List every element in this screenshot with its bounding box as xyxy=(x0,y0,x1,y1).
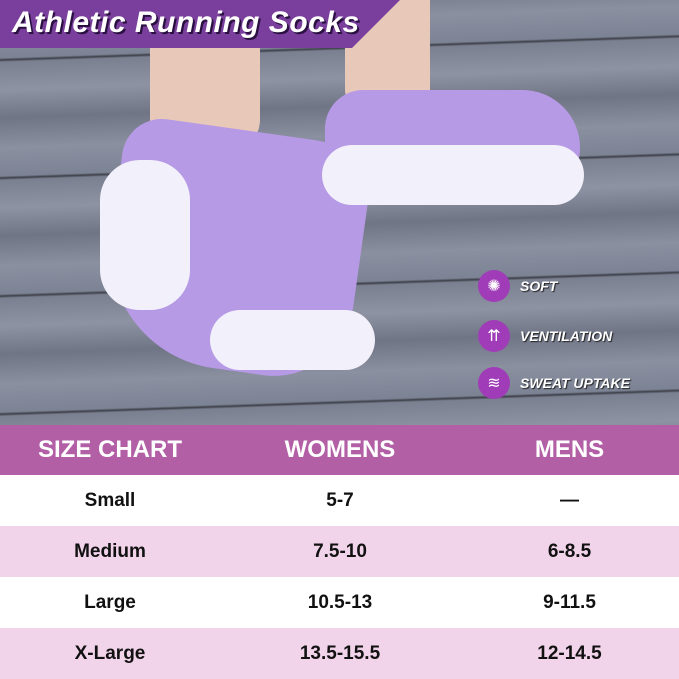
product-photo: Athletic Running Socks ✺ SOFT ⇈ VENTILATIO… xyxy=(0,0,679,425)
table-header: SIZE CHART WOMENS MENS xyxy=(0,425,679,475)
womens-cell: 13.5-15.5 xyxy=(299,642,381,664)
womens-cell: 10.5-13 xyxy=(307,591,373,613)
table-row: Small 5-7 — xyxy=(0,475,679,526)
size-chart-table: SIZE CHART WOMENS MENS Small 5-7 — Mediu… xyxy=(0,425,679,679)
header-mens: MENS xyxy=(534,436,605,463)
feature-ventilation: ⇈ VENTILATION xyxy=(478,320,612,352)
feature-label: VENTILATION xyxy=(520,328,613,344)
size-cell: Medium xyxy=(74,540,146,562)
table-row: X-Large 13.5-15.5 12-14.5 xyxy=(0,628,679,679)
womens-cell: 5-7 xyxy=(326,489,354,511)
table-row: Medium 7.5-10 6-8.5 xyxy=(0,526,679,577)
size-cell: Small xyxy=(84,489,136,511)
mens-cell: 12-14.5 xyxy=(537,642,602,664)
left-sock-heel xyxy=(100,160,190,310)
page-title: Athletic Running Socks xyxy=(12,6,360,39)
mens-cell: 6-8.5 xyxy=(547,540,592,562)
size-cell: Large xyxy=(84,591,136,613)
womens-cell: 7.5-10 xyxy=(313,540,367,562)
arrows-up-icon: ⇈ xyxy=(478,320,510,352)
layers-icon: ≋ xyxy=(478,367,510,399)
header-womens: WOMENS xyxy=(284,436,396,463)
table-row: Large 10.5-13 9-11.5 xyxy=(0,577,679,628)
header-size: SIZE CHART xyxy=(38,436,182,463)
feature-label: SWEAT UPTAKE xyxy=(520,375,630,391)
size-cell: X-Large xyxy=(74,642,146,664)
feature-soft: ✺ SOFT xyxy=(478,270,557,302)
mens-cell: — xyxy=(560,489,579,511)
feature-sweat-uptake: ≋ SWEAT UPTAKE xyxy=(478,367,630,399)
right-sock-sole xyxy=(322,145,584,205)
left-sock-toe xyxy=(210,310,375,370)
title-banner xyxy=(0,0,400,48)
feature-label: SOFT xyxy=(520,278,558,294)
swirl-icon: ✺ xyxy=(478,270,510,302)
mens-cell: 9-11.5 xyxy=(543,591,596,613)
